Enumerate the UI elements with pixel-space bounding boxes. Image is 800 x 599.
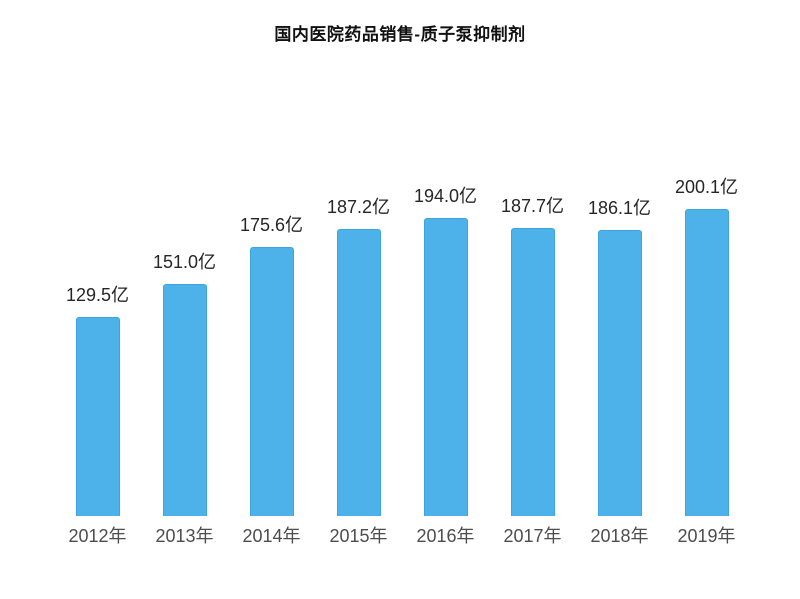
bar-column: 175.6亿 bbox=[228, 215, 315, 516]
bar-column: 200.1亿 bbox=[663, 177, 750, 516]
bar-value-label: 200.1亿 bbox=[674, 177, 739, 197]
x-axis-label: 2012年 bbox=[68, 526, 127, 546]
bar bbox=[423, 218, 468, 516]
bar bbox=[162, 284, 207, 516]
bar-column: 151.0亿 bbox=[141, 252, 228, 516]
bar-column: 186.1亿 bbox=[576, 198, 663, 516]
x-axis: 2012年 2013年 2014年 2015年 2016年 2017年 2018年 2019年 bbox=[54, 522, 750, 548]
plot-area: 129.5亿 151.0亿 175.6亿 187.2亿 194.0亿 187.7亿 186.… bbox=[54, 177, 750, 516]
bar-value-label: 151.0亿 bbox=[152, 252, 217, 272]
bar bbox=[597, 230, 642, 516]
x-axis-label: 2015年 bbox=[329, 526, 388, 546]
bar-value-label: 187.2亿 bbox=[326, 197, 391, 217]
bar-value-label: 187.7亿 bbox=[500, 196, 565, 216]
bar bbox=[336, 229, 381, 516]
x-axis-label: 2013年 bbox=[155, 526, 214, 546]
bar-value-label: 129.5亿 bbox=[65, 285, 130, 305]
bar-column: 129.5亿 bbox=[54, 285, 141, 516]
chart-title: 国内医院药品销售-质子泵抑制剂 bbox=[274, 25, 526, 44]
bar-column: 187.2亿 bbox=[315, 197, 402, 516]
bar bbox=[249, 247, 294, 516]
bar bbox=[684, 209, 729, 516]
x-axis-label: 2019年 bbox=[677, 526, 736, 546]
bar-value-label: 186.1亿 bbox=[587, 198, 652, 218]
bar-value-label: 194.0亿 bbox=[413, 186, 478, 206]
x-axis-label: 2018年 bbox=[590, 526, 649, 546]
x-axis-label: 2017年 bbox=[503, 526, 562, 546]
bar bbox=[510, 228, 555, 516]
bar-value-label: 175.6亿 bbox=[239, 215, 304, 235]
bar bbox=[75, 317, 120, 516]
x-axis-label: 2016年 bbox=[416, 526, 475, 546]
x-axis-label: 2014年 bbox=[242, 526, 301, 546]
bar-column: 194.0亿 bbox=[402, 186, 489, 516]
bar-column: 187.7亿 bbox=[489, 196, 576, 516]
